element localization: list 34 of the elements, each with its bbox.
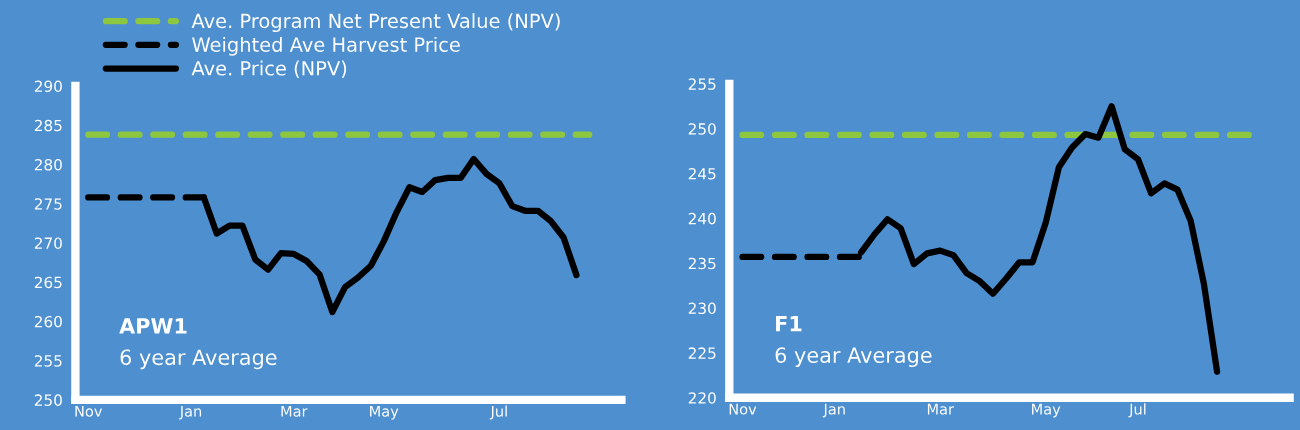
y-tick-label: 250: [688, 123, 716, 135]
x-tick-label: Jul: [1128, 403, 1146, 418]
x-tick-label: May: [1032, 403, 1061, 418]
x-tick-label: Mar: [927, 403, 954, 415]
y-tick-label: 285: [34, 119, 62, 132]
annotation: F1: [776, 316, 802, 332]
legend-label: Weighted Ave Harvest Price: [192, 36, 460, 56]
y-tick-label: 235: [688, 257, 716, 270]
annotation: APW1: [119, 318, 187, 334]
y-tick-label: 280: [34, 158, 62, 171]
y-tick-label: 270: [34, 237, 62, 249]
y-tick-label: 275: [34, 198, 62, 210]
annotation: 6 year Average: [775, 347, 932, 368]
y-tick-label: 245: [688, 168, 716, 180]
legend-label: Ave. Program Net Present Value (NPV): [191, 13, 560, 33]
y-tick-label: 255: [34, 355, 62, 367]
x-tick-label: Nov: [729, 403, 757, 415]
y-tick-label: 225: [688, 347, 716, 359]
y-tick-label: 290: [34, 80, 62, 93]
y-tick-label: 265: [34, 276, 62, 289]
y-tick-label: 220: [688, 392, 716, 404]
x-tick-label: Nov: [75, 405, 103, 417]
y-tick-label: 230: [688, 302, 716, 315]
y-tick-label: 260: [34, 315, 62, 328]
y-tick-label: 250: [34, 394, 62, 406]
x-tick-label: Jan: [179, 405, 202, 420]
legend-label: Ave. Price (NPV): [191, 60, 347, 78]
x-tick-label: Jan: [822, 403, 845, 418]
x-tick-label: May: [370, 405, 399, 420]
x-tick-label: Mar: [281, 405, 308, 417]
y-tick-label: 255: [688, 78, 716, 90]
annotation: 6 year Average: [120, 349, 277, 370]
x-tick-label: Jul: [489, 405, 507, 420]
y-tick-label: 240: [688, 212, 716, 225]
